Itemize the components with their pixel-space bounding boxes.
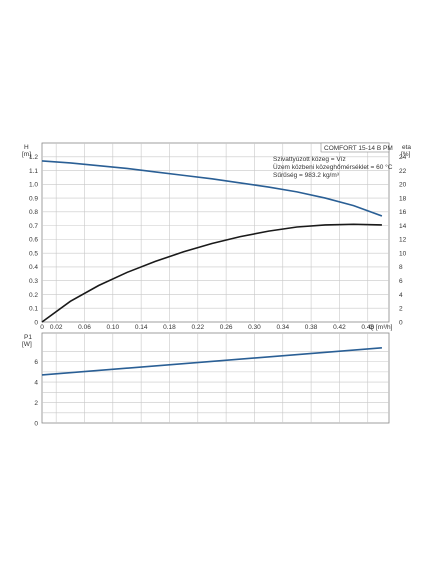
x-tick-label: 0.10 (106, 324, 119, 331)
flow-axis-label: Q [m³/h] (369, 324, 393, 331)
head-axis-unit: [m] (22, 151, 31, 158)
power-tick-label: 6 (34, 359, 38, 366)
x-tick-label: 0.38 (305, 324, 318, 331)
efficiency-axis-label: eta (402, 144, 411, 151)
x-tick-label: 0.18 (163, 324, 176, 331)
y2-tick-label: 12 (399, 237, 407, 244)
head-axis-ticks: 0 0.1 0.2 0.3 0.4 0.5 0.6 0.7 0.8 0.9 1.0 1.1 1.2 (29, 154, 38, 326)
y-tick-label: 0.4 (29, 264, 38, 271)
y2-tick-label: 0 (399, 319, 403, 326)
x-tick-label: 0.14 (135, 324, 148, 331)
y-tick-label: 0.1 (29, 306, 38, 313)
power-tick-label: 2 (34, 400, 38, 407)
x-tick-label: 0.06 (78, 324, 91, 331)
head-efficiency-series (41, 160, 383, 323)
x-tick-label: 0.26 (220, 324, 233, 331)
power-curve (41, 347, 382, 376)
head-chart-frame (41, 142, 390, 323)
info-line-density: Sűrűség = 983.2 kg/m³ (273, 172, 340, 179)
y-tick-label: 0.5 (29, 250, 38, 257)
y-tick-label: 0 (34, 319, 38, 326)
info-line-medium: Szivattyúzott közeg = Víz (273, 156, 346, 163)
y-tick-label: 0.6 (29, 237, 38, 244)
y-tick-label: 0.7 (29, 223, 38, 230)
y2-tick-label: 4 (399, 292, 403, 299)
head-efficiency-chart: 0 0.1 0.2 0.3 0.4 0.5 0.6 0.7 0.8 0.9 1.0 1.1 1.2 0 2… (22, 142, 411, 331)
y-tick-label: 0.3 (29, 278, 38, 285)
y-tick-label: 0.8 (29, 209, 38, 216)
y-tick-label: 1.0 (29, 182, 38, 189)
y2-tick-label: 6 (399, 278, 403, 285)
power-tick-label: 0 (34, 420, 38, 427)
y2-tick-label: 16 (399, 209, 407, 216)
power-tick-label: 4 (34, 379, 38, 386)
head-chart-grid (42, 143, 389, 322)
efficiency-curve (41, 223, 382, 323)
power-series (41, 347, 382, 376)
pump-title-box (320, 142, 390, 153)
x-tick-label: 0.30 (248, 324, 261, 331)
power-axis-label: P1 (24, 334, 32, 341)
x-tick-label: 0.42 (333, 324, 346, 331)
x-tick-label: 0.22 (191, 324, 204, 331)
info-line-temperature: Üzem közbeni közeghőmérséklet = 60 °C (273, 163, 393, 171)
y2-tick-label: 8 (399, 264, 403, 271)
y2-tick-label: 18 (399, 195, 407, 202)
y-tick-label: 0.9 (29, 195, 38, 202)
y2-tick-label: 10 (399, 250, 407, 257)
y-tick-label: 1.1 (29, 168, 38, 175)
flow-axis-ticks: 0 0.02 0.06 0.10 0.14 0.18 0.22 0.26 0.30 0.34 0.3… (40, 324, 374, 331)
x-tick-label: 0 (40, 324, 44, 331)
y-tick-label: 0.2 (29, 292, 38, 299)
power-chart-frame (41, 332, 390, 424)
y-tick-label: 1.2 (29, 154, 38, 161)
power-chart: 0 2 4 6 P1 [W] (22, 332, 390, 427)
x-tick-label: 0.34 (276, 324, 289, 331)
y2-tick-label: 14 (399, 223, 407, 230)
y2-tick-label: 2 (399, 306, 403, 313)
pump-title: COMFORT 15-14 B PM (324, 145, 393, 152)
power-axis-unit: [W] (22, 341, 32, 348)
y2-tick-label: 22 (399, 168, 407, 175)
efficiency-axis-unit: [%] (401, 151, 411, 158)
x-tick-label: 0.46 (361, 324, 374, 331)
head-curve (41, 160, 383, 217)
power-axis-ticks: 0 2 4 6 (34, 359, 38, 427)
power-chart-grid (42, 333, 389, 423)
head-axis-label: H (24, 144, 29, 151)
x-tick-label: 0.02 (50, 324, 63, 331)
y2-tick-label: 24 (399, 154, 407, 161)
y2-tick-label: 20 (399, 182, 407, 189)
